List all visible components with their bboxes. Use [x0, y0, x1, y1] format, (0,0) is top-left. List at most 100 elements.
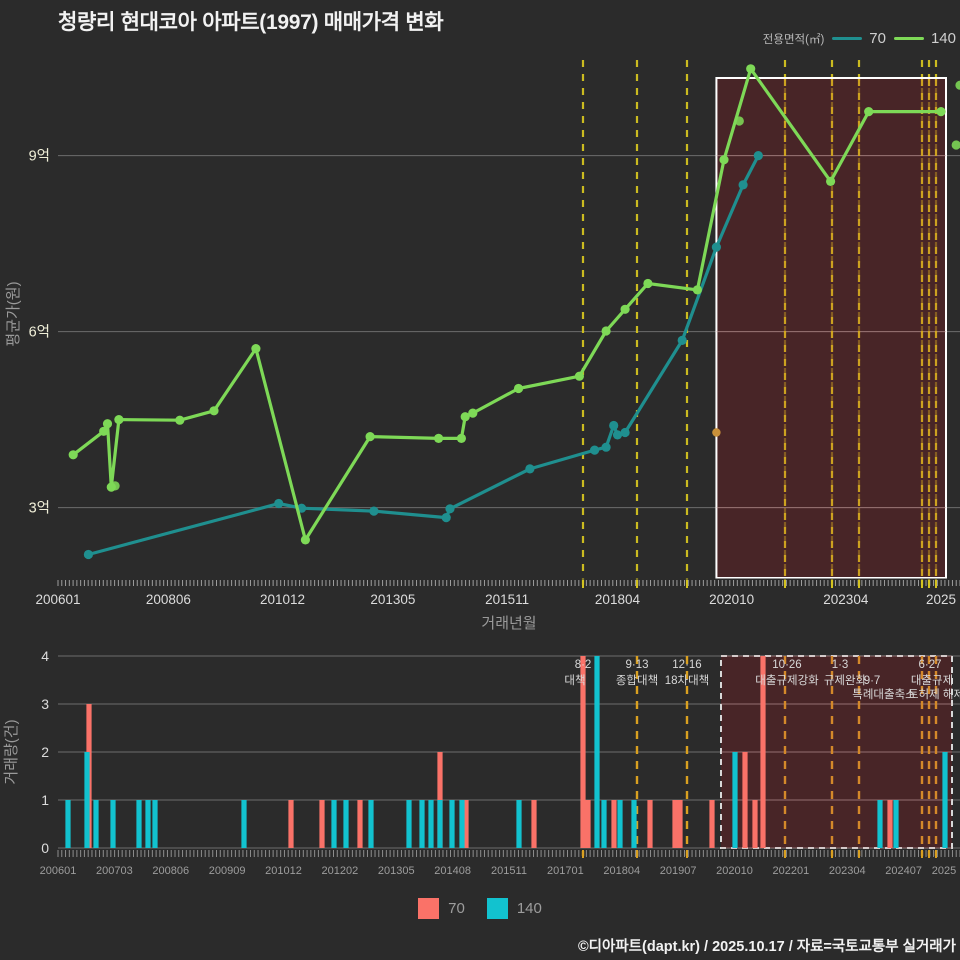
data-point[interactable] [719, 155, 729, 165]
volume-bar[interactable] [647, 800, 653, 848]
volume-chart-svg: 8·2 대책 9·13 종합대책 12·16 18차대책 10·26 대출규제강화 1·3 규제완… [0, 640, 960, 890]
data-point[interactable] [114, 415, 124, 425]
volume-bar[interactable] [672, 800, 678, 848]
volume-bar[interactable] [601, 800, 607, 848]
volume-bar[interactable] [357, 800, 363, 848]
data-point[interactable] [711, 242, 722, 252]
volume-bar[interactable] [241, 800, 247, 848]
volume-bar[interactable] [331, 800, 337, 848]
volume-bar[interactable] [463, 800, 469, 848]
data-point[interactable] [677, 335, 687, 345]
volume-bar[interactable] [887, 800, 893, 848]
volume-bar[interactable] [752, 800, 758, 848]
volume-bar[interactable] [368, 800, 374, 848]
data-point-marker[interactable] [712, 428, 721, 437]
volume-bar[interactable] [531, 800, 537, 848]
volume-bar[interactable] [84, 752, 90, 848]
page-title: 청량리 현대코아 아파트(1997) 매매가격 변화 [58, 11, 444, 34]
data-point-isolated[interactable] [955, 80, 960, 90]
data-point[interactable] [434, 433, 444, 443]
data-point-isolated[interactable] [951, 140, 960, 150]
data-point[interactable] [574, 371, 585, 381]
volume-bar[interactable] [152, 800, 158, 848]
volume-bar[interactable] [942, 752, 948, 848]
x-tick-label: 201804 [595, 592, 641, 607]
volume-bar[interactable] [419, 800, 425, 848]
volume-bar[interactable] [585, 800, 591, 848]
data-point[interactable] [609, 420, 619, 431]
x-tick-label: 200703 [96, 865, 133, 877]
data-point[interactable] [826, 176, 836, 186]
legend-item-140[interactable]: 140 [893, 30, 956, 47]
data-point[interactable] [620, 427, 630, 438]
data-point[interactable] [601, 326, 611, 336]
data-point[interactable] [590, 445, 600, 455]
volume-bar[interactable] [611, 800, 617, 848]
volume-bar[interactable] [617, 800, 623, 848]
volume-bar[interactable] [631, 800, 637, 848]
legend-bottom-item-70[interactable]: 70 [418, 898, 465, 919]
volume-bar[interactable] [459, 800, 465, 848]
price-series-group [68, 64, 960, 560]
volume-bar[interactable] [677, 800, 683, 848]
data-point[interactable] [441, 513, 451, 523]
data-point[interactable] [68, 450, 78, 460]
data-point[interactable] [525, 464, 535, 474]
data-point[interactable] [643, 278, 653, 289]
volume-bar[interactable] [343, 800, 349, 848]
data-point[interactable] [274, 498, 284, 509]
data-point[interactable] [102, 419, 113, 429]
data-point[interactable] [468, 408, 478, 418]
volume-bar[interactable] [319, 800, 325, 848]
data-point[interactable] [456, 433, 466, 443]
data-point[interactable] [175, 415, 185, 425]
volume-bar[interactable] [93, 800, 99, 848]
data-point[interactable] [365, 432, 375, 442]
data-point[interactable] [513, 383, 524, 394]
volume-bar[interactable] [449, 800, 455, 848]
volume-bar[interactable] [136, 800, 142, 848]
data-point[interactable] [445, 504, 455, 514]
volume-bar[interactable] [709, 800, 715, 848]
data-point[interactable] [746, 64, 756, 74]
volume-bar[interactable] [145, 800, 151, 848]
volume-bar[interactable] [893, 800, 899, 848]
data-point[interactable] [251, 344, 261, 354]
volume-bar[interactable] [580, 656, 586, 848]
volume-bar[interactable] [288, 800, 294, 848]
data-point-isolated[interactable] [110, 481, 120, 491]
volume-bar[interactable] [110, 800, 116, 848]
data-point-isolated[interactable] [734, 116, 744, 126]
data-point[interactable] [300, 535, 310, 545]
volume-bar[interactable] [428, 800, 434, 848]
data-point[interactable] [369, 506, 379, 516]
volume-bar[interactable] [732, 752, 738, 848]
legend-item-70[interactable]: 70 [832, 30, 886, 47]
y-tick-label: 9억 [29, 148, 50, 165]
x-tick-label: 201408 [434, 865, 471, 877]
data-point[interactable] [83, 549, 93, 560]
legend-bottom-item-140[interactable]: 140 [486, 898, 542, 919]
x-tick-label: 202201 [773, 865, 810, 877]
data-point[interactable] [99, 426, 109, 436]
volume-bar[interactable] [65, 800, 71, 848]
legend-title: 전용면적(㎡) [762, 33, 825, 46]
volume-bar[interactable] [594, 656, 600, 848]
data-point[interactable] [864, 107, 874, 117]
data-point[interactable] [460, 412, 470, 422]
x-tick-label: 201804 [603, 865, 640, 877]
volume-bar[interactable] [742, 752, 748, 848]
data-point[interactable] [936, 107, 946, 117]
volume-bar[interactable] [877, 800, 883, 848]
data-point[interactable] [692, 285, 703, 295]
data-point[interactable] [612, 430, 623, 440]
data-point[interactable] [753, 151, 763, 161]
volume-bar[interactable] [516, 800, 522, 848]
data-point[interactable] [738, 180, 748, 190]
data-point[interactable] [601, 442, 611, 452]
data-point[interactable] [209, 406, 219, 416]
volume-bar[interactable] [406, 800, 412, 848]
volume-bar[interactable] [760, 656, 766, 848]
volume-bar[interactable] [437, 800, 443, 848]
data-point[interactable] [620, 304, 630, 314]
